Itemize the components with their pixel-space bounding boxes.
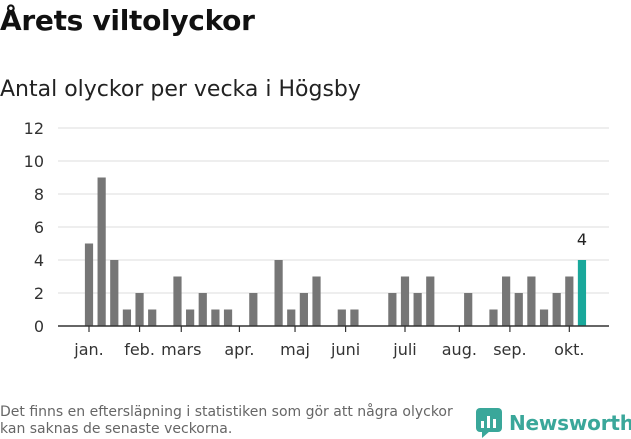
- bar: [464, 293, 473, 326]
- x-tick-label: mars: [161, 340, 201, 359]
- bar: [539, 309, 549, 326]
- y-tick-label: 6: [34, 218, 44, 237]
- x-tick-label: apr.: [224, 340, 254, 359]
- data-label: 4: [577, 230, 587, 249]
- bar: [173, 276, 182, 326]
- bar: [565, 276, 574, 326]
- bars: [84, 177, 587, 326]
- x-tick-label: juli: [392, 340, 416, 359]
- newsworthy-logo-icon: [476, 408, 502, 438]
- bar: [527, 276, 536, 326]
- y-tick-label: 4: [34, 251, 44, 270]
- y-tick-label: 12: [24, 119, 44, 138]
- bar: [274, 260, 283, 326]
- bar: [337, 309, 346, 326]
- bar: [299, 293, 308, 326]
- x-tick-label: aug.: [442, 340, 477, 359]
- grid-lines: [58, 127, 609, 294]
- bar: [400, 276, 410, 326]
- brand-name: Newsworthy: [509, 411, 631, 435]
- chart-subtitle: Antal olyckor per vecka i Högsby: [0, 77, 361, 102]
- bar: [312, 276, 321, 326]
- bar: [122, 309, 132, 326]
- bar: [514, 293, 523, 326]
- y-axis-ticks: 0 2 4 6 8 10 12: [24, 119, 44, 336]
- y-tick-label: 10: [24, 152, 44, 171]
- bar: [350, 309, 359, 326]
- y-tick-label: 8: [34, 185, 44, 204]
- newsworthy-logo[interactable]: Newsworthy: [476, 408, 631, 438]
- x-tick-label: maj: [280, 340, 310, 359]
- bar: [97, 177, 106, 326]
- bar: [223, 309, 233, 326]
- footnote: Det finns en eftersläpning i statistiken…: [0, 404, 453, 437]
- x-tick-label: juni: [330, 340, 360, 359]
- bar: [552, 293, 561, 326]
- bar: [186, 309, 195, 326]
- bar: [211, 309, 220, 326]
- x-tick-label: sep.: [493, 340, 526, 359]
- bar-chart: 0 2 4 6 8 10 12 jan. feb. mars apr. maj juni juli aug…: [24, 119, 609, 359]
- bar: [287, 309, 296, 326]
- chart-title: Årets viltolyckor: [0, 4, 255, 37]
- x-tick-label: okt.: [554, 340, 584, 359]
- bar: [110, 260, 119, 326]
- bar: [388, 293, 397, 326]
- data-labels: 4: [577, 230, 587, 249]
- bar: [426, 276, 435, 326]
- bar: [489, 309, 498, 326]
- bar: [84, 243, 94, 326]
- x-axis-labels: jan. feb. mars apr. maj juni juli aug. sep. okt.: [73, 326, 585, 359]
- bar: [198, 293, 207, 326]
- bar: [413, 293, 422, 326]
- y-tick-label: 0: [34, 317, 44, 336]
- x-tick-label: feb.: [124, 340, 155, 359]
- x-tick-label: jan.: [73, 340, 103, 359]
- y-tick-label: 2: [34, 284, 44, 303]
- bar: [502, 276, 511, 326]
- bar: [135, 293, 144, 326]
- bar: [577, 260, 587, 326]
- bar: [249, 293, 258, 326]
- bar: [148, 309, 157, 326]
